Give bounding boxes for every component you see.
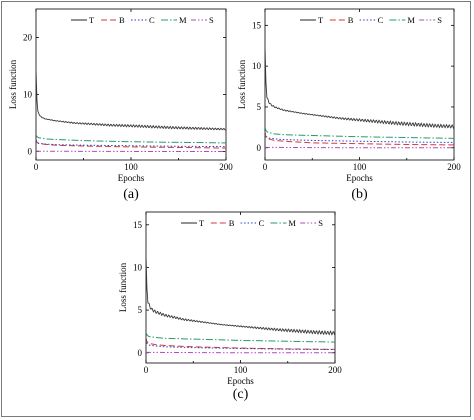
legend-label-s: S bbox=[437, 15, 442, 25]
y-tick-label: 10 bbox=[133, 262, 143, 272]
legend-label-m: M bbox=[179, 15, 187, 25]
series-line-m bbox=[36, 134, 226, 144]
x-tick-label: 100 bbox=[353, 162, 367, 172]
y-tick-label: 15 bbox=[133, 220, 143, 230]
x-axis-title: Epochs bbox=[118, 173, 145, 183]
legend-label-b: B bbox=[348, 15, 354, 25]
legend-label-s: S bbox=[209, 15, 214, 25]
y-tick-label: 15 bbox=[252, 20, 262, 30]
legend-label-b: B bbox=[229, 218, 235, 228]
legend-label-t: T bbox=[199, 218, 205, 228]
y-tick-label: 0 bbox=[28, 146, 33, 156]
legend-label-m: M bbox=[288, 218, 296, 228]
y-tick-label: 0 bbox=[257, 143, 262, 153]
x-tick-label: 0 bbox=[144, 365, 149, 375]
y-tick-label: 5 bbox=[138, 305, 143, 315]
legend-label-c: C bbox=[259, 218, 265, 228]
series-line-t bbox=[265, 45, 454, 130]
x-tick-label: 100 bbox=[234, 365, 248, 375]
legend-label-m: M bbox=[407, 15, 415, 25]
y-axis-title: Loss function bbox=[8, 59, 18, 109]
series-line-b bbox=[36, 138, 226, 149]
x-axis-title: Epochs bbox=[346, 173, 373, 183]
y-tick-label: 10 bbox=[252, 61, 262, 71]
x-tick-label: 200 bbox=[219, 162, 233, 172]
y-axis-title: Loss function bbox=[118, 262, 128, 312]
y-tick-label: 5 bbox=[257, 102, 262, 112]
legend-label-t: T bbox=[318, 15, 324, 25]
legend-label-s: S bbox=[318, 218, 323, 228]
legend-label-c: C bbox=[149, 15, 155, 25]
legend-label-t: T bbox=[89, 15, 95, 25]
panel-caption: (c) bbox=[233, 387, 249, 402]
y-axis-title: Loss function bbox=[237, 59, 247, 109]
series-line-m bbox=[265, 126, 454, 139]
y-tick-label: 20 bbox=[23, 32, 33, 42]
series-line-t bbox=[36, 68, 226, 131]
series-line-b bbox=[265, 131, 454, 146]
series-line-c bbox=[265, 132, 454, 143]
x-tick-label: 100 bbox=[124, 162, 138, 172]
x-tick-label: 0 bbox=[263, 162, 268, 172]
series-line-m bbox=[146, 332, 335, 343]
legend-label-b: B bbox=[119, 15, 125, 25]
panel-caption: (a) bbox=[123, 187, 139, 202]
legend-label-c: C bbox=[378, 15, 384, 25]
x-axis-title: Epochs bbox=[227, 376, 254, 386]
x-tick-label: 200 bbox=[328, 365, 342, 375]
panel-caption: (b) bbox=[351, 187, 368, 202]
series-line-t bbox=[146, 254, 335, 336]
y-tick-label: 0 bbox=[138, 348, 143, 358]
y-tick-label: 10 bbox=[23, 89, 33, 99]
series-line-c bbox=[146, 339, 335, 351]
x-tick-label: 0 bbox=[34, 162, 39, 172]
x-tick-label: 200 bbox=[447, 162, 461, 172]
